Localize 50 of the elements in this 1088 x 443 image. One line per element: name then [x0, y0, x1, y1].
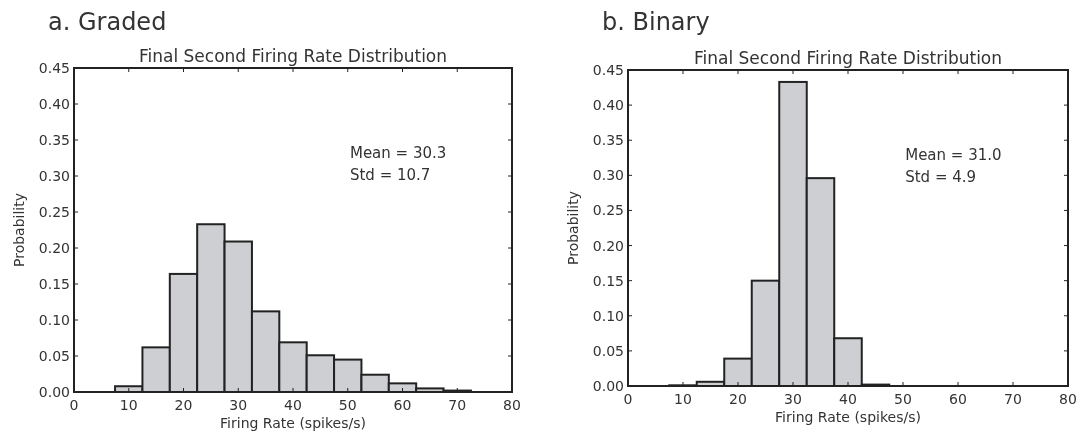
- y-tick-label: 0.15: [38, 276, 70, 292]
- y-tick-label: 0.35: [38, 132, 70, 148]
- y-tick-label: 0.20: [38, 240, 70, 256]
- chart-subtitle: Final Second Firing Rate Distribution: [138, 46, 448, 66]
- annotation: Std = 10.7: [349, 166, 431, 184]
- y-tick-label: 0.25: [592, 202, 624, 219]
- x-tick-label: 30: [229, 397, 248, 413]
- y-tick-label: 0.15: [592, 272, 624, 289]
- x-tick-label: 70: [448, 397, 467, 413]
- y-tick-label: 0.10: [592, 307, 624, 324]
- x-tick-label: 80: [1059, 391, 1077, 407]
- x-tick-label: 20: [729, 391, 747, 407]
- y-tick-label: 0.30: [592, 167, 624, 184]
- x-tick-label: 50: [338, 397, 357, 413]
- chart-subtitle: Final Second Firing Rate Distribution: [693, 48, 1003, 68]
- y-axis-title: Probability: [565, 190, 581, 266]
- y-tick-label: 0.30: [38, 168, 70, 184]
- y-tick-label: 0.40: [38, 96, 70, 112]
- x-tick-label: 60: [949, 391, 967, 407]
- y-tick-label: 0.40: [592, 97, 624, 114]
- annotation: Mean = 30.3: [349, 144, 447, 162]
- y-tick-label: 0.45: [38, 60, 70, 76]
- y-tick-label: 0.10: [38, 312, 70, 328]
- y-tick-label: 0.20: [592, 237, 624, 254]
- x-axis-title: Firing Rate (spikes/s): [220, 415, 366, 431]
- x-tick-label: 10: [674, 391, 692, 407]
- x-tick-label: 70: [1004, 391, 1022, 407]
- x-tick-label: 80: [503, 397, 521, 413]
- y-tick-label: 0.35: [592, 132, 624, 149]
- x-tick-label: 40: [839, 391, 857, 407]
- x-tick-label: 60: [393, 397, 412, 413]
- y-tick-label: 0.25: [38, 204, 70, 220]
- annotation: Mean = 31.0: [905, 146, 1002, 164]
- y-tick-label: 0.00: [38, 384, 70, 400]
- x-tick-label: 30: [784, 391, 802, 407]
- y-tick-label: 0.00: [592, 378, 624, 394]
- y-tick-label: 0.45: [592, 62, 624, 78]
- x-tick-label: 0: [623, 391, 633, 407]
- x-tick-label: 20: [174, 397, 193, 413]
- y-tick-label: 0.05: [38, 348, 70, 364]
- annotation: Std = 4.9: [905, 168, 977, 186]
- chart-title: a. Graded: [48, 8, 167, 36]
- x-tick-label: 40: [284, 397, 302, 413]
- y-tick-label: 0.05: [592, 342, 624, 359]
- x-tick-label: 50: [894, 391, 912, 407]
- x-tick-label: 0: [69, 397, 79, 413]
- x-axis-title: Firing Rate (spikes/s): [775, 409, 921, 425]
- x-tick-label: 10: [119, 397, 138, 413]
- chart-title: b. Binary: [602, 8, 710, 36]
- y-axis-title: Probability: [11, 192, 27, 268]
